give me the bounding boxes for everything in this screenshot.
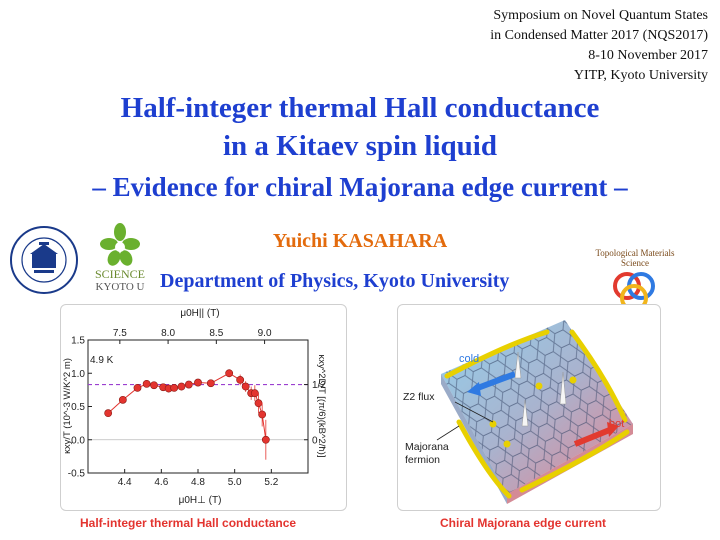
plot-area <box>87 339 309 474</box>
affiliation: Department of Physics, Kyoto University <box>160 270 510 292</box>
y-tick-label: -0.5 <box>68 469 86 480</box>
left-caption: Half-integer thermal Hall conductance <box>80 516 297 530</box>
x-axis-label: μ0H⊥ (T) <box>179 495 222 506</box>
top-tick-label: 7.5 <box>113 328 127 339</box>
data-point <box>254 399 263 408</box>
flux-pointer <box>454 401 494 423</box>
author-name: Yuichi KASAHARA <box>272 230 448 252</box>
right-tick-label: 1/2 <box>312 380 326 391</box>
right-tick-label: 0 <box>312 435 318 446</box>
title-line-2: in a Kitaev spin liquid <box>223 130 497 162</box>
majorana-edge-diagram: cold hot Z2 flux Majorana fermion <box>403 320 633 504</box>
topological-logo-text: Topological Materials Science <box>595 248 675 268</box>
chart-panel <box>60 304 347 511</box>
majorana-label-line-1: Majorana <box>405 441 449 453</box>
science-kyoto-logo <box>100 223 140 266</box>
x-tick-label: 4.6 <box>154 477 168 488</box>
y-tick-label: 0.5 <box>71 402 85 413</box>
y-tick-label: 1.5 <box>71 336 85 347</box>
majorana-edge-arrows <box>444 329 630 499</box>
z2-flux-label: Z2 flux <box>403 391 435 403</box>
flux-spikes <box>514 351 567 427</box>
conference-name: Symposium on Novel Quantum States <box>493 8 708 23</box>
top-tick-label: 8.5 <box>209 328 223 339</box>
title-line-1: Half-integer thermal Hall conductance <box>120 92 600 124</box>
right-caption: Chiral Majorana edge current <box>440 516 607 530</box>
fermion-pointer <box>436 425 460 441</box>
temperature-annotation: 4.9 K <box>90 355 114 366</box>
honeycomb-slab <box>441 320 633 504</box>
data-point <box>241 382 250 391</box>
conference-subtitle: in Condensed Matter 2017 (NQS2017) <box>490 28 708 43</box>
y-tick-label: 0.0 <box>71 435 85 446</box>
data-point <box>133 383 142 392</box>
conference-venue: YITP, Kyoto University <box>573 68 708 83</box>
kyoto-university-logo <box>10 226 78 294</box>
x-tick-label: 4.4 <box>118 477 132 488</box>
conference-dates: 8-10 November 2017 <box>588 48 708 63</box>
x-tick-label: 5.2 <box>264 477 278 488</box>
data-point <box>236 376 245 384</box>
science-logo-word: SCIENCE <box>94 267 145 281</box>
data-point <box>225 369 234 378</box>
y-tick-label: 1.0 <box>71 369 85 380</box>
science-logo-sub: KYOTO U <box>95 281 145 293</box>
top-tick-label: 9.0 <box>258 328 272 339</box>
top-axis-label: μ0H|| (T) <box>180 308 219 319</box>
top-tick-label: 8.0 <box>161 328 175 339</box>
right-axis-label: κxy^2D/T [(π/6)(kB^2/ħ)] <box>316 355 327 458</box>
x-tick-label: 4.8 <box>191 477 205 488</box>
data-point <box>142 379 151 388</box>
data-point <box>177 382 186 391</box>
data-point <box>261 435 270 444</box>
data-point <box>194 378 202 387</box>
conference-info: Symposium on Novel Quantum States in Con… <box>490 6 708 86</box>
thermal-hall-chart: 4.4 4.6 4.8 5.0 5.2 7.5 8.0 8.5 9.0 -0.5 0.0 0.5 1.0… <box>62 308 327 506</box>
data-point <box>250 389 259 398</box>
data-point <box>184 380 193 389</box>
title-line-3: – Evidence for chiral Majorana edge curr… <box>92 172 628 202</box>
heat-flow-arrows <box>467 371 619 447</box>
data-point <box>104 409 113 418</box>
data-point <box>118 395 127 404</box>
cold-label: cold <box>459 353 479 365</box>
data-point <box>258 410 267 419</box>
data-point <box>206 379 215 388</box>
majorana-label-line-2: fermion <box>405 454 440 466</box>
data-point <box>170 383 179 392</box>
x-tick-label: 5.0 <box>228 477 242 488</box>
data-point <box>150 381 158 390</box>
y-axis-label: κxy/T (10^-3 W/K^2 m) <box>62 358 73 454</box>
flux-spheres <box>489 376 577 448</box>
hot-label: hot <box>609 418 624 430</box>
